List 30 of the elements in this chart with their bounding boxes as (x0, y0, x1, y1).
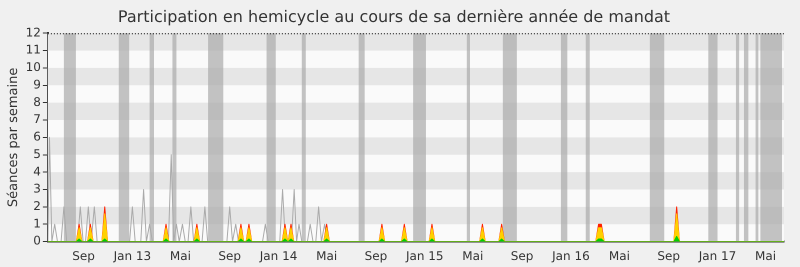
y-tick-label: 5 (33, 146, 41, 161)
x-tick-label: Jan 16 (551, 248, 590, 263)
x-tick-label: Sep (510, 248, 534, 263)
x-tick-label: Mai (608, 248, 630, 263)
x-tick-label: Jan 14 (258, 248, 298, 263)
x-tick-label: Jan 13 (112, 248, 152, 263)
x-tick-label: Sep (657, 248, 680, 263)
x-tick-label: Sep (72, 248, 95, 263)
y-tick-label: 4 (33, 164, 41, 178)
y-tick-label: 0 (33, 234, 41, 248)
y-tick-label: 11 (26, 42, 41, 57)
y-tick-label: 1 (33, 216, 41, 230)
y-tick-label: 8 (33, 94, 41, 109)
y-axis-title: Séances par semaine (6, 68, 22, 208)
chart-title: Participation en hemicycle au cours de sa dernière année de mandat (118, 6, 670, 26)
y-tick-label: 3 (33, 182, 41, 196)
y-tick-label: 7 (33, 112, 41, 126)
x-tick-label: Sep (364, 248, 388, 263)
x-tick-label: Mai (462, 248, 484, 263)
y-tick-label: 6 (33, 130, 41, 144)
y-tick-label: 9 (33, 77, 41, 92)
x-tick-label: Sep (218, 248, 242, 263)
y-tick-label: 12 (26, 25, 41, 40)
x-tick-label: Mai (170, 248, 191, 263)
y-tick-label: 2 (33, 198, 41, 213)
x-tick-label: Mai (755, 248, 776, 263)
x-tick-label: Mai (316, 248, 338, 263)
y-tick-label: 10 (26, 60, 41, 74)
x-tick-label: Jan 15 (404, 248, 444, 263)
x-tick-label: Jan 17 (698, 248, 736, 263)
